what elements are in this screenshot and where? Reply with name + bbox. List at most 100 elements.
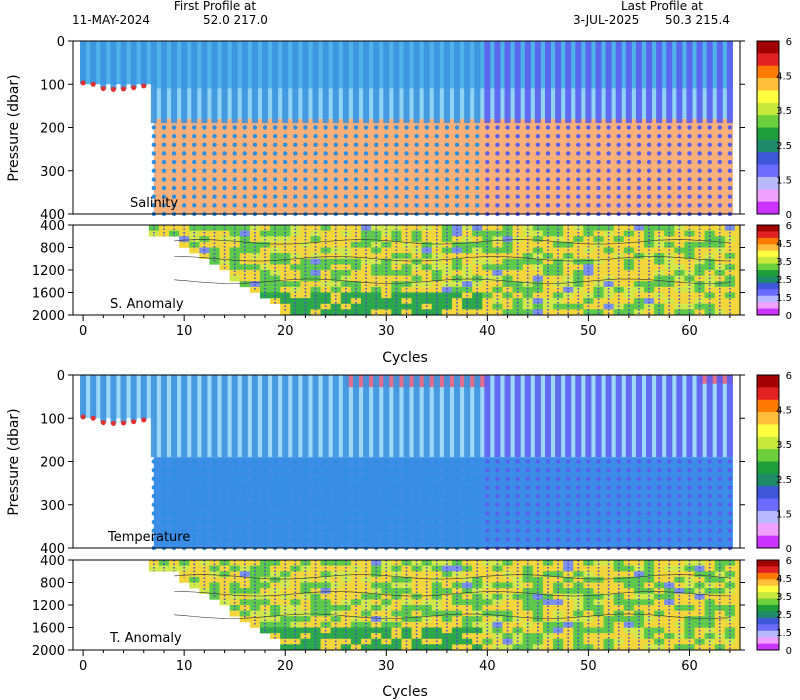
salinity-sample-dot bbox=[414, 185, 419, 191]
salinity-anomaly-anomaly-cell bbox=[209, 258, 220, 265]
salinity-sample-dot bbox=[464, 142, 470, 147]
salinity-sample-dot bbox=[454, 142, 460, 147]
salinity-cycle-profile-bar bbox=[524, 41, 531, 124]
salinity-sample-dot bbox=[667, 159, 672, 165]
salinity-sample-dot bbox=[495, 185, 500, 191]
salinity-sample-dot bbox=[555, 168, 561, 173]
temperature-sample-dot bbox=[151, 502, 157, 507]
temperature-sample-dot bbox=[495, 502, 500, 507]
temperature-anomaly-anomaly-cell bbox=[259, 616, 271, 623]
salinity-sample-dot bbox=[515, 159, 520, 165]
temperature-sample-dot bbox=[707, 476, 712, 481]
temperature-anomaly-anomaly-cell bbox=[340, 644, 352, 651]
salinity-sample-dot bbox=[262, 133, 268, 139]
salinity-sample-dot bbox=[414, 168, 419, 173]
temperature-cycle-profile-bar bbox=[716, 375, 723, 458]
temperature-sample-dot bbox=[535, 476, 541, 481]
salinity-sample-dot bbox=[485, 168, 490, 173]
salinity-anomaly-anomaly-cell bbox=[532, 298, 544, 305]
salinity-sample-dot bbox=[313, 151, 318, 156]
salinity-sample-dot bbox=[414, 203, 419, 208]
salinity-anomaly-anomaly-cell bbox=[664, 270, 675, 276]
temperature-sample-dot bbox=[454, 537, 460, 542]
temperature-anomaly-colorbar-tick-label: 6 bbox=[786, 556, 792, 567]
temperature-anomaly-anomaly-cell bbox=[654, 565, 665, 572]
temperature-sample-dot bbox=[222, 476, 227, 481]
salinity-sample-dot bbox=[667, 194, 672, 199]
temperature-sample-dot bbox=[161, 467, 167, 473]
temperature-anomaly-anomaly-cell bbox=[674, 616, 685, 623]
salinity-anomaly-anomaly-cell bbox=[259, 241, 271, 248]
salinity-anomaly-anomaly-cell bbox=[391, 241, 402, 248]
temperature-anomaly-anomaly-cell bbox=[633, 616, 645, 623]
salinity-anomaly-anomaly-cell bbox=[553, 241, 564, 248]
salinity-sample-dot bbox=[303, 177, 308, 182]
salinity-anomaly-anomaly-cell bbox=[179, 225, 190, 231]
salinity-anomaly-anomaly-cell bbox=[219, 241, 230, 248]
salinity-cycle-profile-bar bbox=[282, 41, 289, 124]
salinity-anomaly-anomaly-cell bbox=[522, 258, 534, 265]
salinity-anomaly-anomaly-cell bbox=[401, 298, 412, 305]
salinity-anomaly-anomaly-cell bbox=[593, 230, 604, 237]
salinity-sample-dot bbox=[606, 133, 611, 139]
salinity-sample-dot bbox=[626, 185, 632, 191]
salinity-anomaly-anomaly-cell bbox=[532, 309, 544, 316]
temperature-anomaly-anomaly-cell bbox=[563, 576, 574, 583]
temperature-anomaly-anomaly-cell bbox=[593, 588, 604, 595]
salinity-anomaly-anomaly-cell bbox=[340, 225, 352, 231]
temperature-sample-dot bbox=[363, 511, 369, 516]
salinity-anomaly-anomaly-cell bbox=[361, 270, 372, 276]
temperature-sample-dot bbox=[596, 537, 601, 542]
temperature-sample-dot bbox=[161, 485, 167, 490]
temperature-sample-dot bbox=[545, 493, 551, 499]
salinity-sample-dot bbox=[252, 203, 258, 208]
salinity-sample-dot bbox=[252, 168, 258, 173]
temperature-anomaly-anomaly-cell bbox=[219, 593, 230, 600]
salinity-sample-dot bbox=[636, 133, 642, 139]
temperature-anomaly-anomaly-cell bbox=[320, 605, 332, 611]
temperature-sample-dot bbox=[444, 528, 450, 533]
salinity-sample-dot bbox=[272, 142, 278, 147]
salinity-anomaly-anomaly-cell bbox=[654, 253, 665, 260]
temperature-colorbar-swatch bbox=[757, 498, 779, 512]
temperature-anomaly-colorbar-swatch bbox=[757, 579, 779, 587]
temperature-anomaly-anomaly-cell bbox=[300, 560, 311, 566]
salinity-cycle-profile-bar bbox=[312, 41, 319, 124]
temperature-sample-dot bbox=[161, 459, 167, 464]
salinity-anomaly-colorbar-swatch bbox=[757, 231, 779, 239]
temperature-sample-dot bbox=[373, 485, 379, 490]
temperature-sample-dot bbox=[475, 537, 480, 542]
temperature-anomaly-anomaly-cell bbox=[704, 616, 716, 623]
salinity-anomaly-anomaly-cell bbox=[472, 281, 483, 288]
salinity-cycle-profile-bar bbox=[231, 41, 238, 124]
temperature-sample-dot bbox=[485, 502, 490, 507]
temperature-cycle-profile-bar bbox=[140, 375, 147, 420]
temperature-sample-dot bbox=[171, 537, 177, 542]
salinity-anomaly-anomaly-cell bbox=[280, 253, 291, 260]
salinity-anomaly-anomaly-cell bbox=[563, 309, 574, 316]
salinity-anomaly-anomaly-cell bbox=[684, 241, 695, 248]
temperature-sample-dot bbox=[545, 467, 551, 473]
salinity-sample-dot bbox=[171, 185, 177, 191]
salinity-anomaly-anomaly-cell bbox=[542, 225, 554, 231]
salinity-anomaly-anomaly-cell bbox=[482, 309, 493, 316]
salinity-anomaly-anomaly-cell bbox=[553, 309, 564, 316]
temperature-sample-dot bbox=[262, 502, 268, 507]
temperature-anomaly-anomaly-cell bbox=[542, 560, 554, 566]
temperature-sample-dot bbox=[464, 502, 470, 507]
temperature-sample-dot bbox=[202, 519, 207, 525]
temperature-sample-dot bbox=[454, 528, 460, 533]
salinity-anomaly-anomaly-cell bbox=[714, 253, 726, 260]
salinity-sample-dot bbox=[252, 185, 258, 191]
temperature-sample-dot bbox=[283, 528, 288, 533]
temperature-anomaly-anomaly-cell bbox=[280, 565, 291, 572]
salinity-sample-dot bbox=[313, 203, 318, 208]
salinity-sample-dot bbox=[667, 125, 672, 130]
temperature-anomaly-anomaly-cell bbox=[239, 616, 251, 623]
salinity-anomaly-anomaly-cell bbox=[563, 281, 574, 288]
salinity-anomaly-anomaly-cell bbox=[674, 225, 685, 231]
salinity-cycle-profile-bar bbox=[726, 41, 733, 124]
temperature-sample-dot bbox=[232, 537, 237, 542]
temperature-sample-dot bbox=[606, 537, 611, 542]
salinity-anomaly-anomaly-cell bbox=[684, 230, 695, 237]
